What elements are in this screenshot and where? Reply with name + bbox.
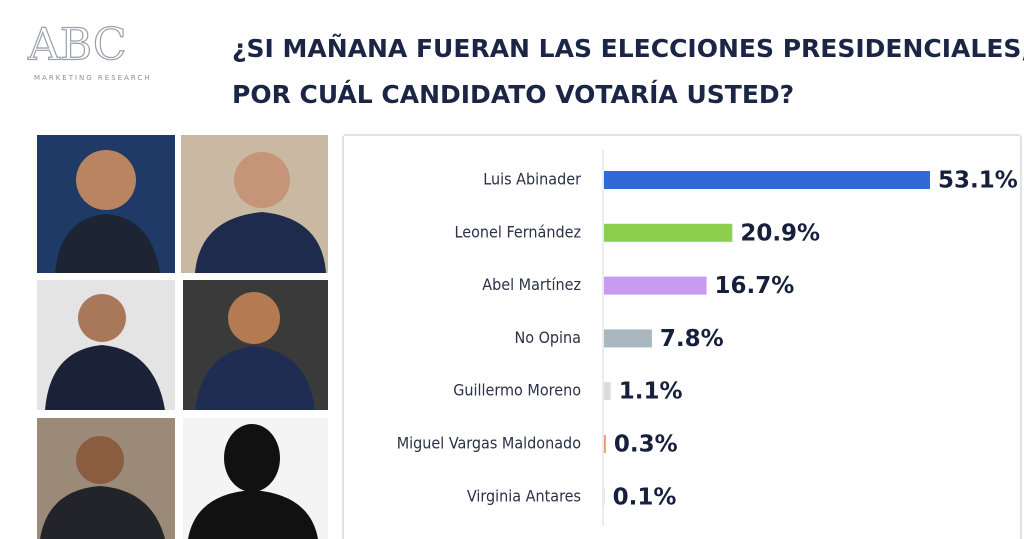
category-label: No Opina bbox=[514, 328, 581, 347]
value-label: 0.1% bbox=[613, 484, 677, 510]
chart-panel bbox=[342, 134, 1022, 539]
photo-body bbox=[40, 486, 165, 539]
photo-face bbox=[234, 152, 290, 208]
value-label: 7.8% bbox=[660, 326, 724, 352]
bar bbox=[604, 435, 606, 453]
logo-text: ABC bbox=[27, 20, 127, 71]
value-label: 1.1% bbox=[619, 379, 683, 405]
chart-title: ¿SI MAÑANA FUERAN LAS ELECCIONES PRESIDE… bbox=[232, 34, 1024, 63]
logo-tagline: MARKETING RESEARCH bbox=[34, 74, 152, 82]
bar bbox=[604, 276, 707, 295]
photo-face bbox=[78, 294, 126, 342]
bar bbox=[604, 487, 605, 506]
category-label: Guillermo Moreno bbox=[453, 381, 581, 400]
value-label: 20.9% bbox=[740, 220, 820, 246]
silhouette-body bbox=[188, 490, 318, 539]
category-label: Luis Abinader bbox=[483, 170, 581, 189]
photo-body bbox=[55, 214, 160, 273]
photo-face bbox=[76, 150, 136, 210]
photo-body bbox=[45, 345, 165, 410]
category-label: Virginia Antares bbox=[467, 486, 581, 505]
photo-face bbox=[76, 436, 124, 484]
category-label: Abel Martínez bbox=[482, 275, 581, 294]
bar bbox=[604, 329, 652, 348]
photos bbox=[37, 135, 328, 539]
photo-body bbox=[195, 346, 315, 410]
value-label: 16.7% bbox=[715, 273, 795, 299]
bar bbox=[604, 171, 930, 189]
chart-title: POR CUÁL CANDIDATO VOTARÍA USTED? bbox=[232, 80, 794, 109]
photo-face bbox=[228, 292, 280, 344]
value-label: 53.1% bbox=[938, 168, 1018, 194]
silhouette-head bbox=[224, 424, 280, 492]
bar bbox=[604, 382, 611, 401]
photo-body bbox=[195, 212, 326, 273]
category-label: Miguel Vargas Maldonado bbox=[397, 434, 581, 453]
value-label: 0.3% bbox=[614, 432, 678, 458]
category-label: Leonel Fernández bbox=[455, 222, 581, 241]
bar bbox=[604, 223, 733, 242]
